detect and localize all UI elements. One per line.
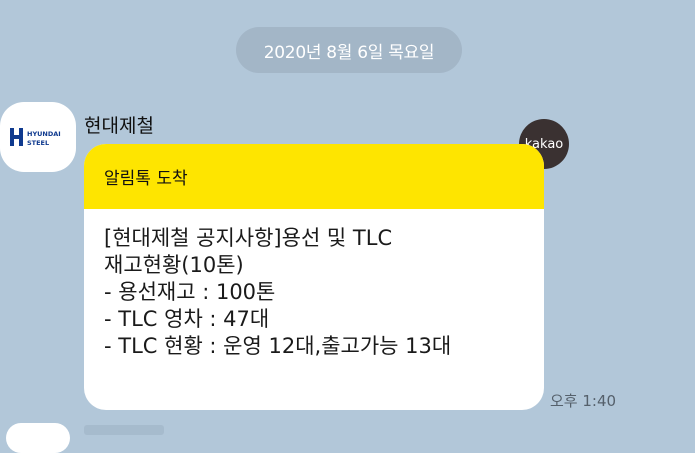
message-line: 재고현황(10톤) <box>104 253 244 277</box>
sender-avatar[interactable]: HYUNDAI STEEL <box>0 102 76 172</box>
next-message-avatar[interactable] <box>6 423 70 453</box>
bubble-header-label: 알림톡 도착 <box>104 169 188 189</box>
message-line: - TLC 현황 : 운영 12대,출고가능 13대 <box>104 334 452 358</box>
message-line: - TLC 영차 : 47대 <box>104 307 270 331</box>
date-divider: 2020년 8월 6일 목요일 <box>236 27 462 73</box>
message-time: 오후 1:40 <box>550 392 617 410</box>
bubble-body: [현대제철 공지사항]용선 및 TLC 재고현황(10톤) - 용선재고 : 1… <box>84 209 544 360</box>
logo-text-hyundai: HYUNDAI <box>27 130 61 138</box>
sender-name: 현대제철 <box>84 115 154 137</box>
next-message-sender-name <box>84 425 164 435</box>
bubble-header: 알림톡 도착 <box>84 144 544 209</box>
message-line: - 용선재고 : 100톤 <box>104 280 276 304</box>
message-line: [현대제철 공지사항]용선 및 TLC <box>104 226 393 250</box>
alimtalk-message-bubble[interactable]: 알림톡 도착 [현대제철 공지사항]용선 및 TLC 재고현황(10톤) - 용… <box>84 144 544 410</box>
hyundai-steel-logo: HYUNDAI STEEL <box>10 128 61 147</box>
logo-text-steel: STEEL <box>27 139 49 147</box>
